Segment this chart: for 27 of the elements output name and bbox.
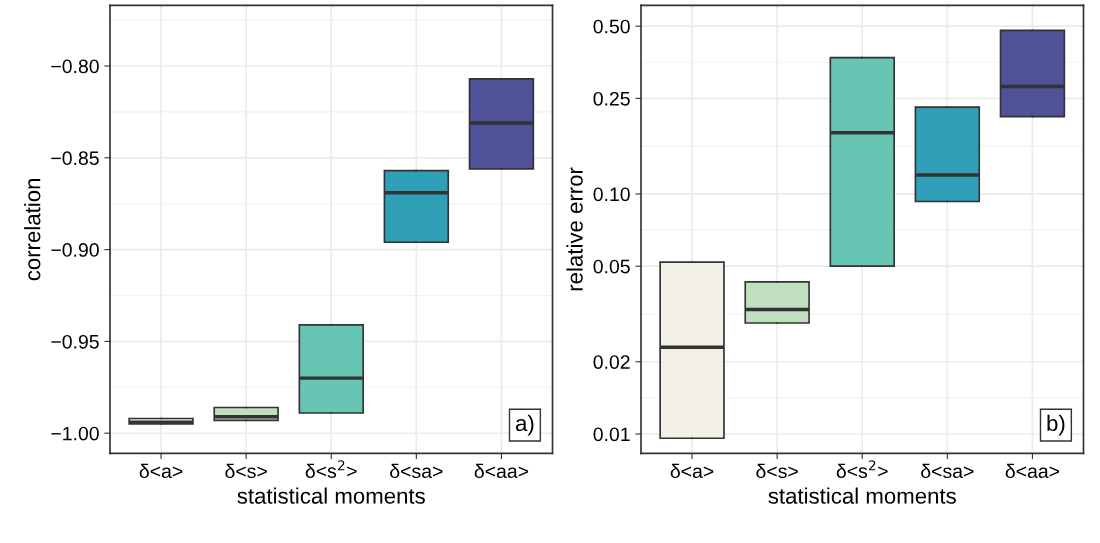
annotation: b) (1047, 414, 1065, 436)
x-tick-label: δ<s> (225, 463, 267, 479)
y-tick-label: −0.95 (51, 334, 99, 349)
y-tick-label: −0.90 (51, 243, 99, 257)
x-tick-label: δ<aa> (1005, 463, 1060, 479)
y-tick-label: 0.25 (593, 91, 630, 106)
x-tick-label: δ<s$^{2}$> (305, 460, 357, 478)
y-axis-title: correlation (24, 178, 41, 281)
x-axis-title: statistical moments (237, 487, 425, 504)
x-tick-label: δ<sa> (921, 463, 974, 479)
annotation: a) (515, 414, 534, 436)
y-tick-label: 0.05 (593, 259, 630, 274)
y-tick-label: −0.85 (51, 151, 99, 166)
x-axis-title: statistical moments (768, 487, 956, 504)
y-tick-label: 0.10 (593, 187, 630, 202)
y-axis-title: relative error (566, 167, 583, 291)
y-tick-label: 0.50 (593, 19, 630, 34)
x-tick-label: δ<s> (756, 463, 798, 479)
y-tick-label: 0.02 (593, 355, 630, 369)
x-tick-label: δ<a> (139, 463, 183, 479)
y-tick-label: −0.80 (51, 59, 99, 74)
x-tick-label: δ<sa> (390, 463, 443, 479)
y-tick-label: 0.01 (593, 427, 630, 442)
x-tick-label: δ<aa> (474, 463, 529, 479)
y-tick-label: −1.00 (51, 426, 99, 441)
x-tick-label: δ<a> (670, 463, 714, 479)
x-tick-label: δ<s$^{2}$> (836, 460, 888, 478)
